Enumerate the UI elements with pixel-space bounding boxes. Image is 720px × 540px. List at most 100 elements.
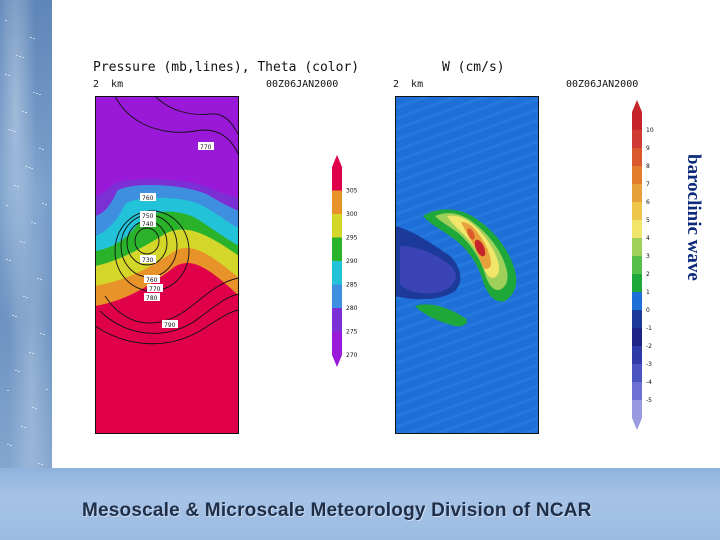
colorbar-tick-label: 2 (646, 271, 650, 278)
decorative-speck (28, 167, 30, 168)
colorbar-tick-label: 8 (646, 163, 650, 170)
decorative-speck (17, 186, 19, 187)
decorative-speck (42, 203, 44, 204)
colorbar-tick-label: -4 (646, 379, 652, 386)
decorative-speck (40, 333, 42, 334)
colorbar-tick-label: 9 (646, 145, 650, 152)
colorbar-tick-label: 270 (346, 352, 358, 359)
colorbar-tick-label: 275 (346, 329, 358, 336)
decorative-speck (35, 408, 37, 409)
decorative-speck (32, 407, 34, 408)
colorbar-cell (332, 284, 342, 308)
colorbar-cell (632, 256, 642, 274)
contour-label: 790 (164, 322, 176, 329)
colorbar-tick-label: 290 (346, 258, 358, 265)
colorbar-tick-label: 300 (346, 211, 358, 218)
decorative-speck (31, 168, 33, 169)
decorative-speck (45, 204, 47, 205)
decorative-left-strip (0, 0, 52, 540)
side-label-text: baroclinic wave (683, 154, 704, 281)
decorative-speck (8, 75, 10, 76)
decorative-speck (42, 149, 44, 150)
decorative-speck (46, 389, 48, 390)
decorative-speck (6, 259, 8, 260)
colorbar-tick-label: 3 (646, 253, 650, 260)
right-plot-title: W (cm/s) (442, 60, 505, 75)
colorbar-tick-label: 295 (346, 235, 358, 242)
colorbar-tick-label: 10 (646, 127, 654, 134)
colorbar-tick-label: 1 (646, 289, 650, 296)
contour-label: 750 (142, 213, 154, 220)
contour-label: 740 (142, 221, 154, 228)
colorbar-cell (332, 308, 342, 332)
colorbar-tick-label: 285 (346, 282, 358, 289)
vertical-velocity-plot (395, 96, 539, 434)
right-plot-height: 2 km (393, 79, 424, 90)
colorbar-cell (632, 220, 642, 238)
colorbar-cell (632, 166, 642, 184)
decorative-speck (33, 92, 35, 93)
decorative-speck (8, 129, 10, 130)
decorative-speck (23, 296, 25, 297)
colorbar-tick-label: 280 (346, 305, 358, 312)
w-region-downdraft-inner (400, 246, 456, 294)
left-plot-height: 2 km (93, 79, 124, 90)
colorbar-cell (332, 214, 342, 238)
decorative-speck (9, 260, 11, 261)
colorbar-bottom-arrow (632, 418, 642, 430)
decorative-speck (22, 57, 24, 58)
colorbar-cell (632, 202, 642, 220)
decorative-speck (40, 279, 42, 280)
decorative-speck (25, 112, 27, 113)
w-region-updraft-5 (415, 304, 467, 327)
colorbar-tick-label: -2 (646, 343, 652, 350)
w-region-max-2 (467, 228, 475, 240)
theta-pressure-plot: 770 760 750 740 730 760 770 780 790 (95, 96, 239, 434)
colorbar-tick-label: 7 (646, 181, 650, 188)
contour-label: 780 (146, 295, 158, 302)
decorative-speck (34, 223, 36, 224)
decorative-speck (33, 38, 35, 39)
decorative-speck (18, 371, 20, 372)
left-plot-time: 00Z06JAN2000 (266, 79, 339, 90)
colorbar-cell (332, 190, 342, 214)
decorative-speck (5, 20, 7, 21)
decorative-speck (20, 241, 22, 242)
contour-label: 760 (142, 195, 154, 202)
colorbar-cell (632, 328, 642, 346)
colorbar-cell (632, 130, 642, 148)
footer-title: Mesoscale & Microscale Meteorology Divis… (82, 500, 592, 521)
contour-label: 770 (200, 144, 212, 151)
decorative-speck (11, 130, 13, 131)
colorbar-top-arrow (632, 100, 642, 112)
colorbar-tick-label: 305 (346, 188, 358, 195)
footer-banner (0, 468, 720, 540)
colorbar-cell (632, 292, 642, 310)
right-plot-time: 00Z06JAN2000 (566, 79, 639, 90)
contour-label: 770 (149, 286, 161, 293)
colorbar-cell (332, 261, 342, 285)
colorbar-cell (332, 331, 342, 355)
decorative-speck (14, 131, 16, 132)
colorbar-cell (632, 184, 642, 202)
decorative-speck (14, 185, 16, 186)
left-plot-title: Pressure (mb,lines), Theta (color) (93, 60, 360, 75)
decorative-speck (24, 427, 26, 428)
decorative-speck (29, 352, 31, 353)
decorative-speck (21, 426, 23, 427)
contour-label: 730 (142, 257, 154, 264)
colorbar-cell (332, 167, 342, 191)
decorative-speck (32, 353, 34, 354)
decorative-speck (16, 55, 18, 56)
decorative-speck (7, 390, 9, 391)
decorative-speck (15, 370, 17, 371)
decorative-speck (37, 278, 39, 279)
theta-band-270 (95, 96, 239, 198)
decorative-speck (22, 111, 24, 112)
colorbar-cell (632, 346, 642, 364)
colorbar-cell (632, 382, 642, 400)
decorative-speck (36, 93, 38, 94)
colorbar-tick-label: 5 (646, 217, 650, 224)
decorative-speck (7, 444, 9, 445)
